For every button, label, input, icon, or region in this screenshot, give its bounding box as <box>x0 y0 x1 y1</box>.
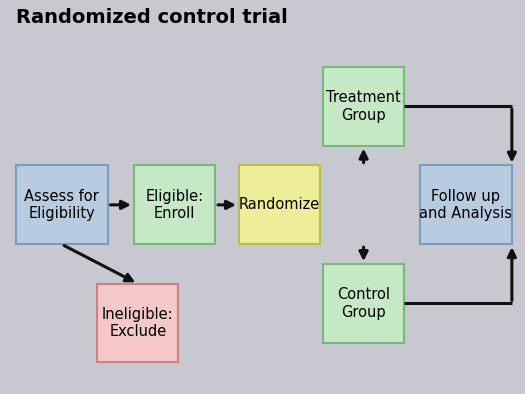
Text: Control
Group: Control Group <box>337 287 390 320</box>
FancyBboxPatch shape <box>420 165 512 244</box>
Text: Follow up
and Analysis: Follow up and Analysis <box>419 189 512 221</box>
FancyBboxPatch shape <box>97 284 178 362</box>
FancyBboxPatch shape <box>239 165 320 244</box>
FancyBboxPatch shape <box>323 67 404 146</box>
FancyBboxPatch shape <box>134 165 215 244</box>
Text: Eligible:
Enroll: Eligible: Enroll <box>145 189 204 221</box>
Text: Randomize: Randomize <box>239 197 320 212</box>
FancyBboxPatch shape <box>323 264 404 343</box>
FancyBboxPatch shape <box>16 165 108 244</box>
Text: Randomized control trial: Randomized control trial <box>16 8 288 27</box>
Text: Assess for
Eligibility: Assess for Eligibility <box>24 189 99 221</box>
Text: Treatment
Group: Treatment Group <box>326 90 401 123</box>
Text: Ineligible:
Exclude: Ineligible: Exclude <box>102 307 174 339</box>
